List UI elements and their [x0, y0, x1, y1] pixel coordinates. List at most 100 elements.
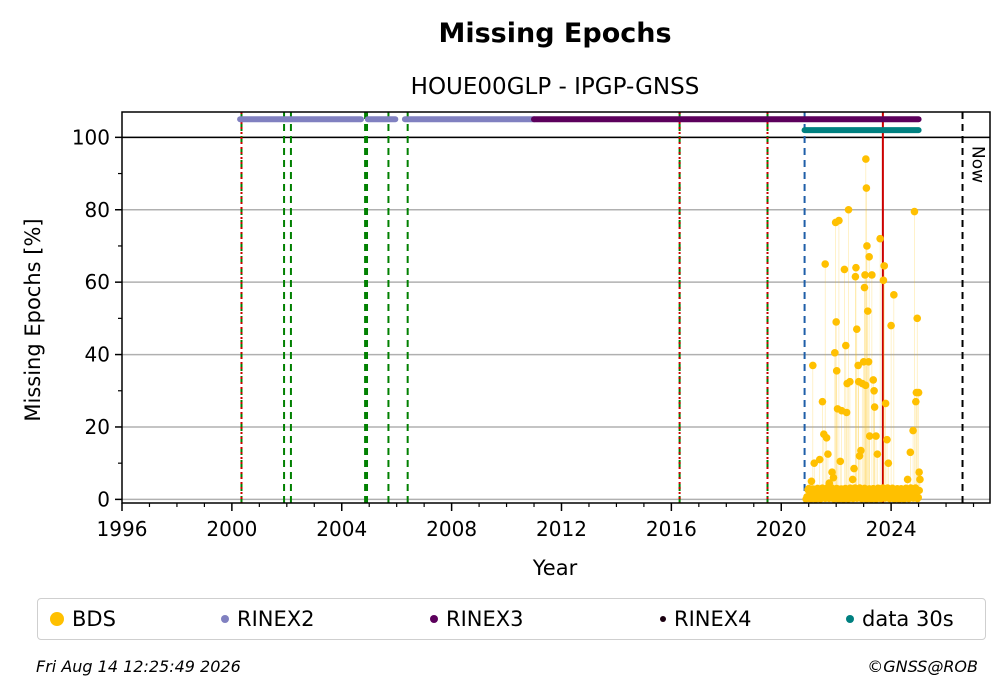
bds-point: [821, 260, 829, 268]
bds-point: [903, 475, 912, 484]
bds-point: [844, 205, 853, 214]
legend: BDS RINEX2 RINEX3 RINEX4 data 30s: [37, 598, 986, 640]
x-tick-label: 2024: [866, 517, 917, 541]
x-tick-label: 2016: [646, 517, 697, 541]
bds-point: [810, 459, 819, 467]
bds-point: [864, 358, 873, 366]
bds-point: [851, 272, 860, 281]
bds-point: [872, 432, 880, 440]
bds-point: [870, 386, 878, 395]
bds-point: [841, 341, 850, 350]
legend-label: BDS: [72, 607, 116, 631]
footer-timestamp: Fri Aug 14 12:25:49 2026: [36, 657, 241, 676]
x-tick-label: 2008: [426, 517, 477, 541]
bds-point: [824, 450, 832, 458]
bds-point: [807, 477, 816, 486]
bds-point: [901, 486, 909, 495]
bds-point: [836, 457, 845, 466]
bds-point: [832, 367, 841, 375]
bds-point: [818, 397, 827, 406]
bds-point: [916, 475, 924, 484]
x-tick-label: 1996: [97, 517, 148, 541]
y-tick-label: 80: [85, 198, 110, 222]
bds-point: [881, 399, 890, 408]
bds-point: [869, 376, 878, 384]
bds-point: [879, 276, 888, 285]
x-axis-label: Year: [532, 556, 578, 580]
bds-point: [862, 155, 870, 163]
y-tick-label: 0: [97, 487, 110, 511]
bds-point: [873, 450, 882, 458]
x-tick-label: 2000: [206, 517, 257, 541]
legend-label: RINEX3: [446, 607, 524, 631]
legend-marker: [50, 612, 64, 626]
bds-point: [870, 403, 879, 411]
bds-point: [846, 377, 854, 386]
bds-point: [822, 434, 831, 442]
x-tick-label: 2012: [536, 517, 587, 541]
bds-point: [912, 397, 920, 406]
bds-point: [880, 262, 889, 270]
bds-point: [909, 426, 917, 435]
bds-point: [840, 265, 849, 274]
bds-point: [887, 321, 895, 330]
now-label: Now: [968, 146, 988, 183]
bds-point: [890, 291, 898, 299]
bds-point: [861, 271, 869, 279]
chart-subtitle: HOUE00GLP - IPGP-GNSS: [411, 74, 700, 100]
bds-point: [910, 207, 919, 216]
bds-point: [906, 448, 915, 457]
y-tick-label: 60: [85, 270, 110, 294]
bds-point: [861, 381, 870, 390]
missing-epochs-chart: Missing Epochs HOUE00GLP - IPGP-GNSS 0 20…: [21, 18, 991, 580]
bds-point: [804, 486, 813, 495]
bds-point: [868, 271, 876, 279]
bds-point: [832, 318, 840, 326]
chart-title: Missing Epochs: [438, 18, 671, 49]
bds-point: [892, 490, 901, 498]
bds-point: [852, 325, 861, 334]
footer-copyright: ©GNSS@ROB: [867, 657, 978, 676]
bds-point: [914, 493, 923, 502]
y-tick-label: 100: [72, 125, 110, 149]
bds-point: [862, 184, 871, 192]
bds-point: [848, 475, 857, 484]
bds-point: [884, 459, 893, 467]
plot-area: 0 20 40 60 80 100 1996 2000 2004 2008 2012 2016 2020…: [72, 111, 991, 541]
bds-point: [863, 242, 871, 250]
legend-item: RINEX2: [221, 599, 315, 639]
bds-point: [829, 473, 838, 482]
plot-frame: [121, 111, 991, 504]
bds-point: [860, 283, 869, 292]
bds-point: [913, 314, 922, 323]
legend-label: RINEX4: [674, 607, 752, 631]
bds-point: [883, 435, 891, 444]
legend-label: RINEX2: [237, 607, 315, 631]
bds-point: [842, 408, 851, 417]
y-tick-label: 20: [85, 415, 110, 439]
legend-marker: [430, 615, 438, 623]
bds-point: [915, 468, 923, 477]
bds-point: [852, 263, 860, 272]
legend-item: data 30s: [846, 599, 954, 639]
legend-marker: [846, 615, 854, 623]
y-tick-label: 40: [85, 343, 110, 367]
bds-point: [865, 253, 873, 261]
bds-point: [809, 361, 817, 370]
legend-item: RINEX3: [430, 599, 524, 639]
bds-point: [825, 479, 834, 487]
bds-point: [850, 464, 858, 473]
legend-item: RINEX4: [660, 599, 752, 639]
x-tick-label: 2004: [316, 517, 367, 541]
x-tick-label: 2020: [756, 517, 807, 541]
legend-label: data 30s: [862, 607, 954, 631]
bds-point: [854, 361, 862, 370]
bds-point: [915, 486, 924, 495]
bds-point: [831, 348, 839, 357]
bds-point: [914, 388, 923, 397]
y-axis-label: Missing Epochs [%]: [21, 218, 45, 421]
bds-point: [857, 446, 865, 455]
legend-item: BDS: [50, 599, 116, 639]
legend-marker: [221, 615, 229, 623]
bds-point: [815, 455, 824, 464]
